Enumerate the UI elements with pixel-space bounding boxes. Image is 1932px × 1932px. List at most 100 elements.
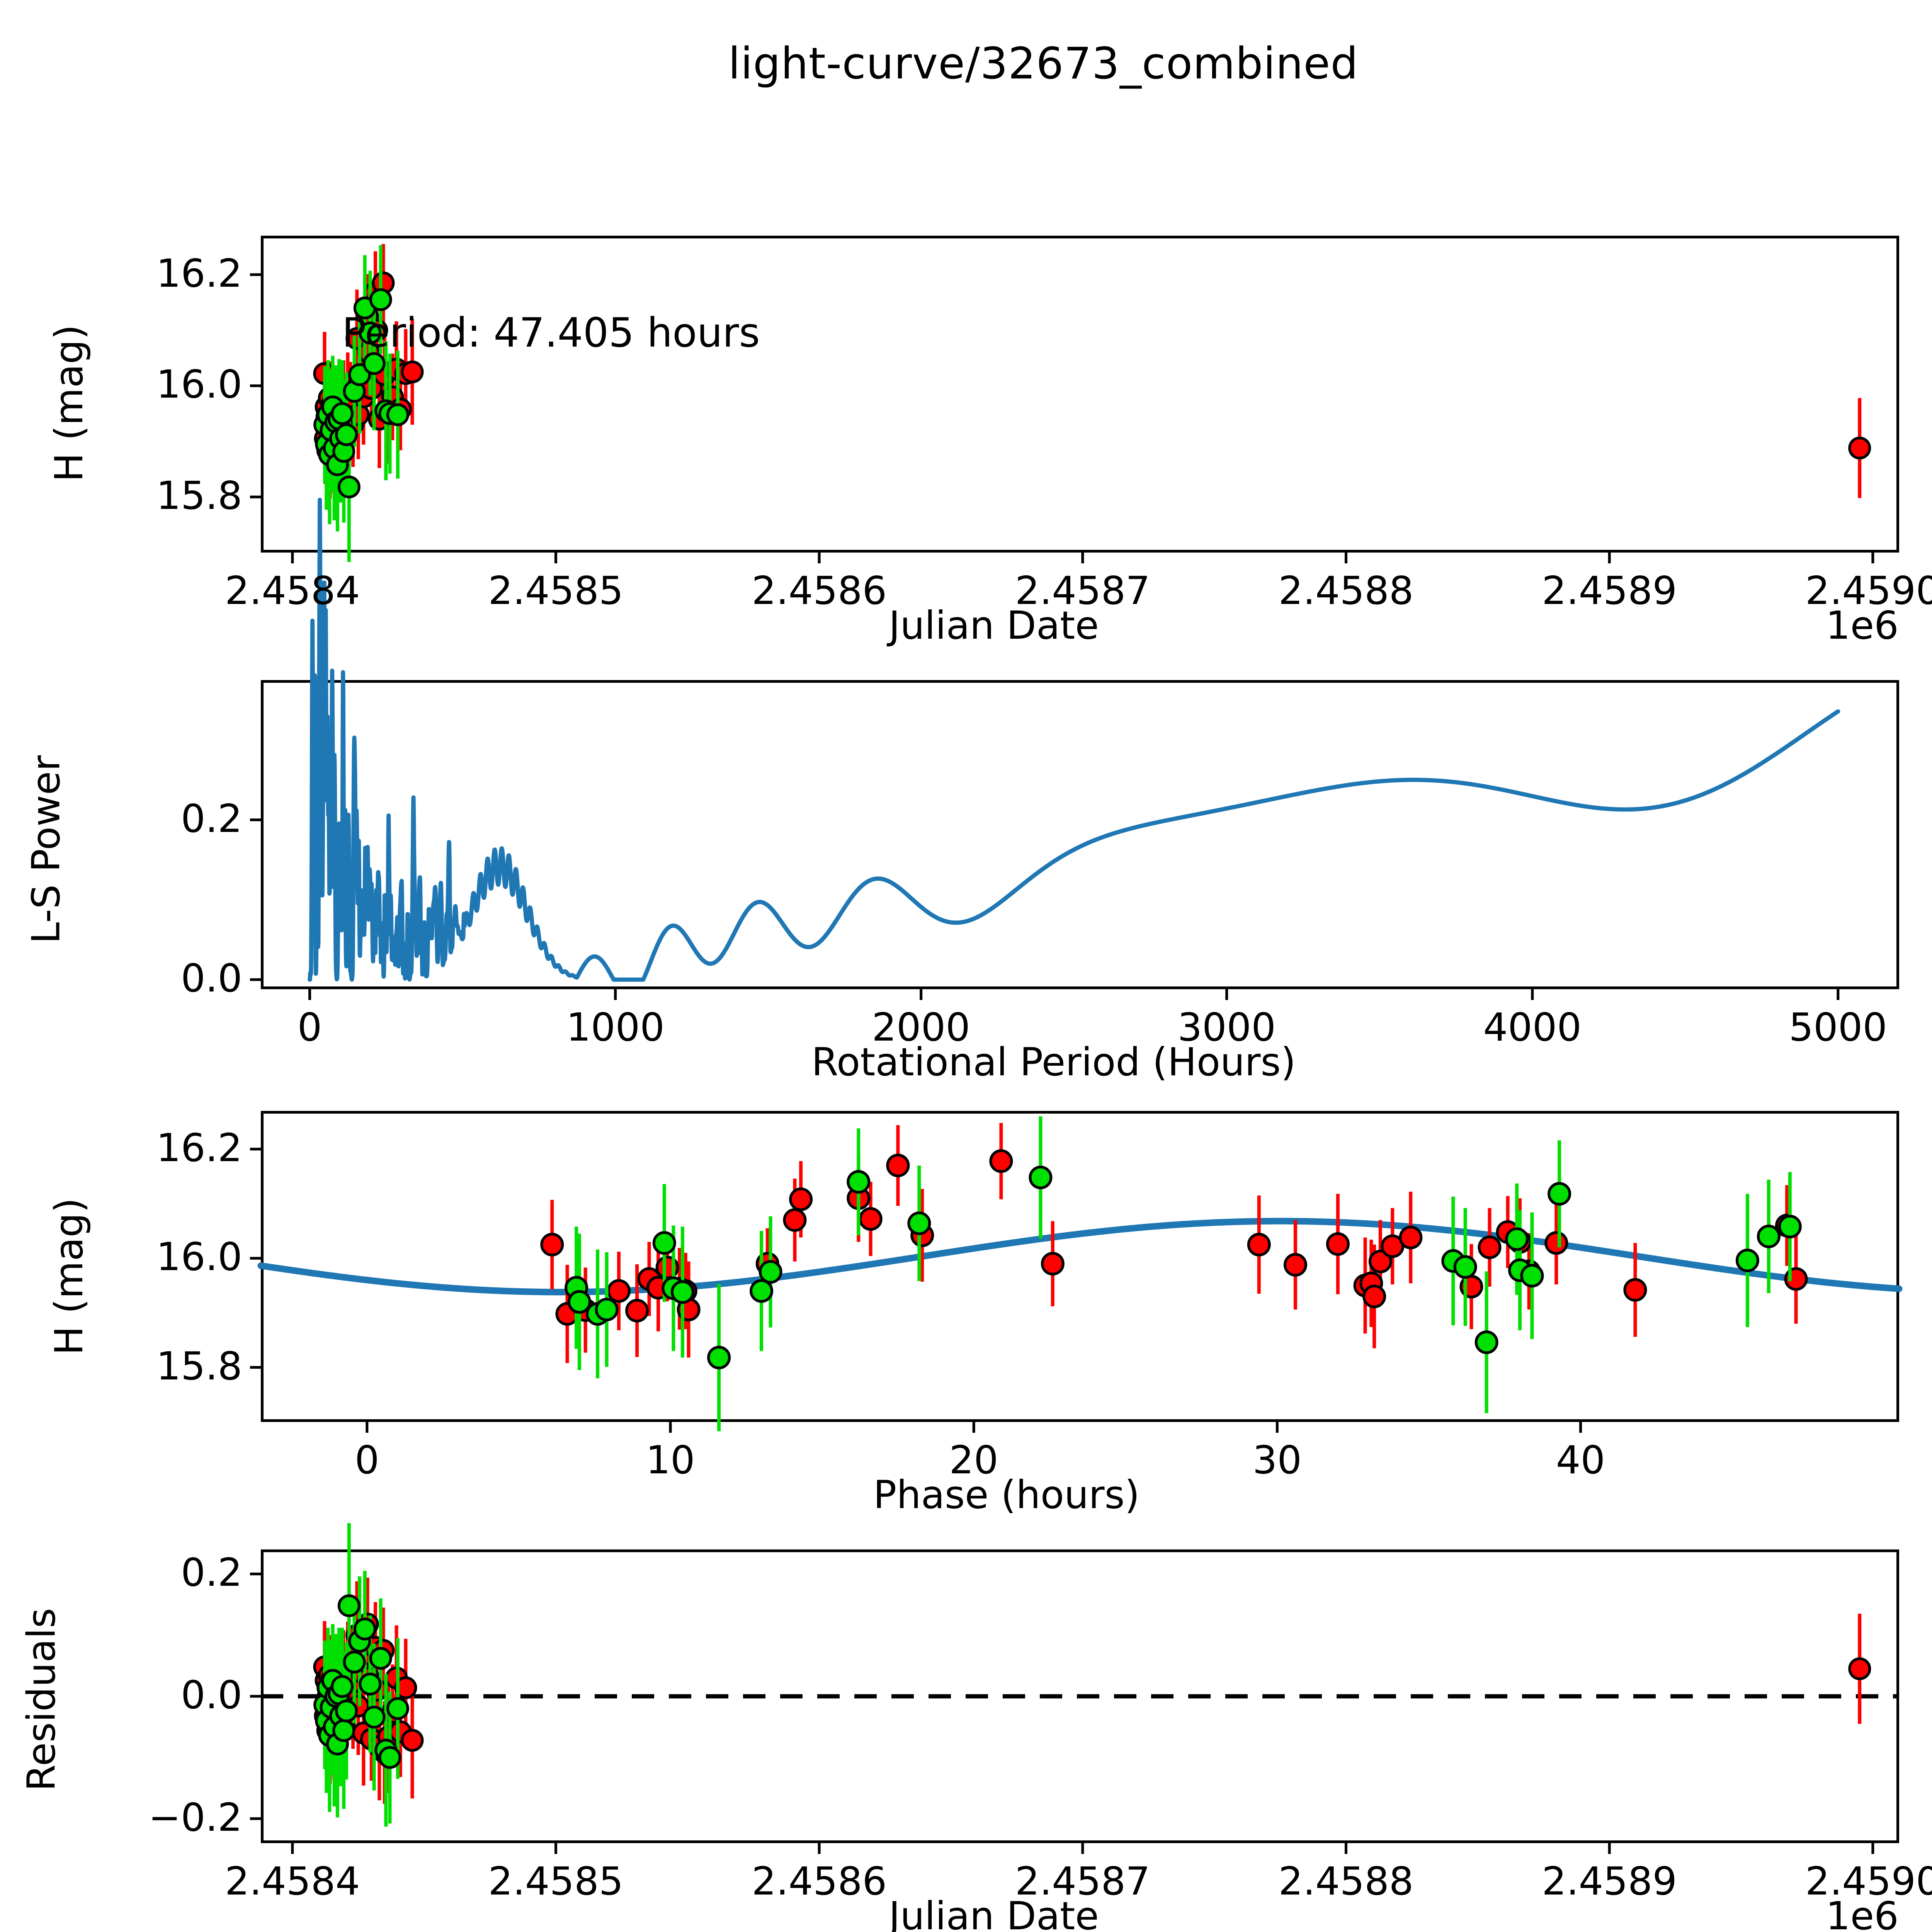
data-point [343, 1650, 366, 1673]
xtick-label-periodogram: 4000 [1483, 1005, 1582, 1050]
data-point [1368, 1250, 1392, 1274]
data-point [335, 423, 358, 446]
data-point [783, 1208, 807, 1232]
data-point [1848, 1657, 1871, 1680]
xtick-label-residuals: 2.4588 [1278, 1859, 1414, 1904]
ytick-label-residuals: 0.0 [180, 1672, 242, 1718]
data-point [353, 1617, 376, 1641]
data-point [907, 1211, 931, 1235]
ytick-label-phase: 16.2 [156, 1125, 242, 1170]
ytick-label-periodogram: 0.2 [180, 796, 242, 841]
ytick-label-lightcurve: 15.8 [156, 473, 242, 519]
xtick-label-residuals: 2.4586 [752, 1859, 887, 1904]
data-point [1029, 1165, 1053, 1189]
data-point [1453, 1255, 1477, 1279]
xtick-label-phase: 30 [1252, 1437, 1302, 1483]
xlabel-residuals: Julian Date [889, 1893, 1099, 1932]
data-point [369, 1647, 392, 1670]
xtick-label-lightcurve: 2.4588 [1278, 568, 1414, 613]
ytick-label-lightcurve: 16.0 [156, 362, 242, 407]
period-annotation: Period: 47.405 hours [342, 309, 760, 356]
data-point [401, 360, 424, 383]
data-point [362, 352, 386, 375]
xlabel-periodogram: Rotational Period (Hours) [811, 1039, 1296, 1085]
data-point [369, 288, 392, 311]
data-point [1735, 1248, 1759, 1272]
data-point [1757, 1225, 1781, 1248]
data-point [607, 1279, 631, 1303]
xtick-label-lightcurve: 2.4587 [1015, 568, 1150, 613]
xtick-label-residuals: 2.4584 [224, 1859, 360, 1904]
data-point [1778, 1214, 1802, 1238]
xtick-label-residuals: 2.4585 [488, 1859, 624, 1904]
data-point [386, 403, 409, 426]
figure-title: light-curve/32673_combined [728, 39, 1359, 89]
data-point [335, 1699, 358, 1723]
ytick-label-periodogram: 0.0 [180, 956, 242, 1001]
data-point [1623, 1278, 1647, 1302]
data-point [386, 1697, 409, 1720]
panel-residuals [250, 1523, 1899, 1854]
series-green [565, 1116, 1802, 1432]
xtick-label-phase: 0 [355, 1437, 379, 1483]
series-green [313, 1523, 409, 1827]
xtick-label-periodogram: 5000 [1789, 1005, 1888, 1050]
xtick-label-periodogram: 3000 [1177, 1005, 1276, 1050]
xtick-label-phase: 20 [949, 1437, 998, 1483]
data-point [378, 1746, 401, 1769]
data-point [359, 1672, 382, 1696]
data-point [362, 1706, 386, 1729]
data-point [989, 1149, 1013, 1173]
lightcurve-plot-area [250, 244, 1874, 563]
phase-plot-area [250, 1116, 1903, 1433]
panel-periodogram [250, 498, 1899, 1000]
xlabel-phase: Phase (hours) [873, 1472, 1140, 1517]
series-red [313, 244, 1871, 499]
data-point [1247, 1233, 1271, 1257]
xtick-label-lightcurve: 2.4590 [1805, 568, 1932, 613]
data-point [707, 1345, 731, 1369]
data-point [1283, 1253, 1307, 1277]
axes-frame-lightcurve [261, 236, 1899, 553]
data-point [652, 1231, 676, 1255]
data-point [789, 1187, 813, 1211]
sinusoid-fit-curve [257, 1218, 1903, 1296]
xlabel-lightcurve: Julian Date [889, 603, 1099, 648]
panel-phase [250, 1111, 1903, 1433]
data-point [759, 1260, 782, 1284]
xtick-label-residuals: 2.4587 [1015, 1859, 1150, 1904]
data-point [1520, 1264, 1544, 1288]
data-point [1475, 1330, 1498, 1354]
ytick-label-phase: 15.8 [156, 1343, 242, 1389]
data-point [1505, 1227, 1529, 1251]
residuals-plot-area [250, 1523, 1899, 1854]
xtick-label-periodogram: 1000 [566, 1005, 665, 1050]
data-point [859, 1207, 883, 1231]
xoffset-lightcurve: 1e6 [1826, 603, 1899, 648]
panel-lightcurve: Period: 47.405 hours [250, 236, 1899, 563]
periodogram-curve [308, 498, 1840, 982]
data-point [1478, 1235, 1502, 1259]
data-point [595, 1298, 619, 1321]
data-point [1848, 437, 1871, 460]
data-point [1548, 1182, 1571, 1206]
data-point [670, 1280, 694, 1304]
data-point [1326, 1232, 1350, 1256]
xoffset-residuals: 1e6 [1826, 1893, 1899, 1932]
axes-frame-periodogram [261, 680, 1899, 989]
data-point [331, 402, 354, 425]
ytick-label-lightcurve: 16.2 [156, 250, 242, 296]
periodogram-plot-area [250, 498, 1840, 1000]
data-point [331, 1675, 354, 1698]
xtick-label-periodogram: 2000 [872, 1005, 970, 1050]
ytick-label-residuals: 0.2 [180, 1550, 242, 1595]
data-point [1362, 1284, 1386, 1308]
series-red [313, 1577, 1871, 1804]
xtick-label-residuals: 2.4589 [1542, 1859, 1677, 1904]
data-point [1399, 1226, 1423, 1250]
data-point [750, 1279, 774, 1303]
xtick-label-lightcurve: 2.4585 [488, 568, 624, 613]
xtick-label-lightcurve: 2.4584 [224, 568, 360, 613]
series-green [313, 245, 409, 562]
